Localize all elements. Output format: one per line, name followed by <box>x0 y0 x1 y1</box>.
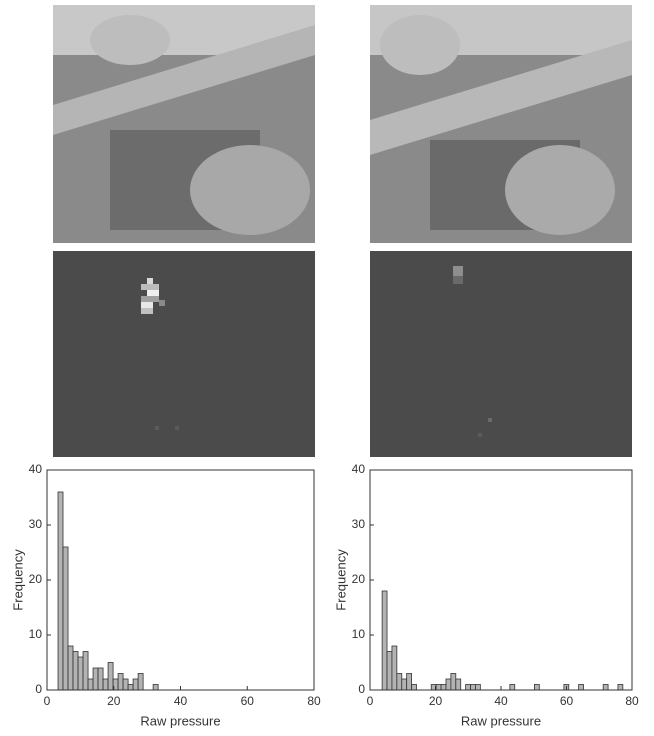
bar <box>470 684 476 691</box>
bar <box>455 678 462 691</box>
bar <box>152 684 159 691</box>
bar <box>107 662 114 691</box>
bar <box>391 645 398 691</box>
bar <box>132 678 139 691</box>
x-tick-label: 80 <box>307 694 321 708</box>
y-tick-label: 10 <box>352 627 366 641</box>
y-tick-label: 20 <box>352 572 366 586</box>
y-tick-label: 40 <box>352 462 366 476</box>
y-tick-label: 0 <box>35 682 42 696</box>
bar <box>406 673 412 691</box>
x-tick-label: 0 <box>44 694 51 708</box>
x-tick-label: 20 <box>429 694 443 708</box>
x-tick-label: 40 <box>174 694 188 708</box>
bar <box>578 684 584 691</box>
bar <box>62 546 69 691</box>
bar <box>82 651 89 691</box>
y-tick-label: 40 <box>29 462 43 476</box>
x-axis-label: Raw pressure <box>461 713 541 728</box>
bar <box>137 673 144 691</box>
y-axis-label: Frequency <box>333 549 348 611</box>
bar <box>401 678 408 691</box>
y-axis-label: Frequency <box>10 549 25 611</box>
bar <box>127 684 134 691</box>
x-tick-label: 80 <box>625 694 639 708</box>
y-tick-label: 0 <box>358 682 365 696</box>
bar <box>396 673 403 691</box>
photo <box>370 5 632 243</box>
axes-box <box>369 469 633 691</box>
bar <box>534 684 540 691</box>
bar <box>440 684 447 691</box>
bar <box>77 656 84 691</box>
bar <box>465 684 471 691</box>
bar <box>102 678 109 691</box>
bar <box>87 678 94 691</box>
bar <box>57 491 64 691</box>
bar <box>617 684 624 691</box>
bar <box>602 684 609 691</box>
y-tick-label: 30 <box>352 517 366 531</box>
bar <box>411 684 417 691</box>
y-tick-label: 20 <box>29 572 43 586</box>
bar <box>509 684 516 691</box>
heatmap <box>370 251 632 457</box>
x-tick-label: 0 <box>367 694 374 708</box>
bar <box>386 651 393 691</box>
x-tick-label: 60 <box>560 694 574 708</box>
bar <box>97 667 104 691</box>
x-tick-label: 20 <box>107 694 121 708</box>
bar <box>435 684 442 691</box>
y-tick-label: 30 <box>29 517 43 531</box>
photo <box>53 5 315 243</box>
bar <box>67 645 74 691</box>
bar <box>122 678 129 691</box>
x-tick-label: 60 <box>241 694 255 708</box>
bar <box>72 651 79 691</box>
y-tick-label: 10 <box>29 627 43 641</box>
bar <box>92 667 99 691</box>
bar <box>450 673 457 691</box>
heatmap <box>53 251 315 457</box>
bar <box>445 678 452 691</box>
bar <box>475 684 481 691</box>
bar <box>117 673 124 691</box>
bar <box>381 590 388 691</box>
x-axis-label: Raw pressure <box>140 713 220 728</box>
x-tick-label: 40 <box>494 694 508 708</box>
